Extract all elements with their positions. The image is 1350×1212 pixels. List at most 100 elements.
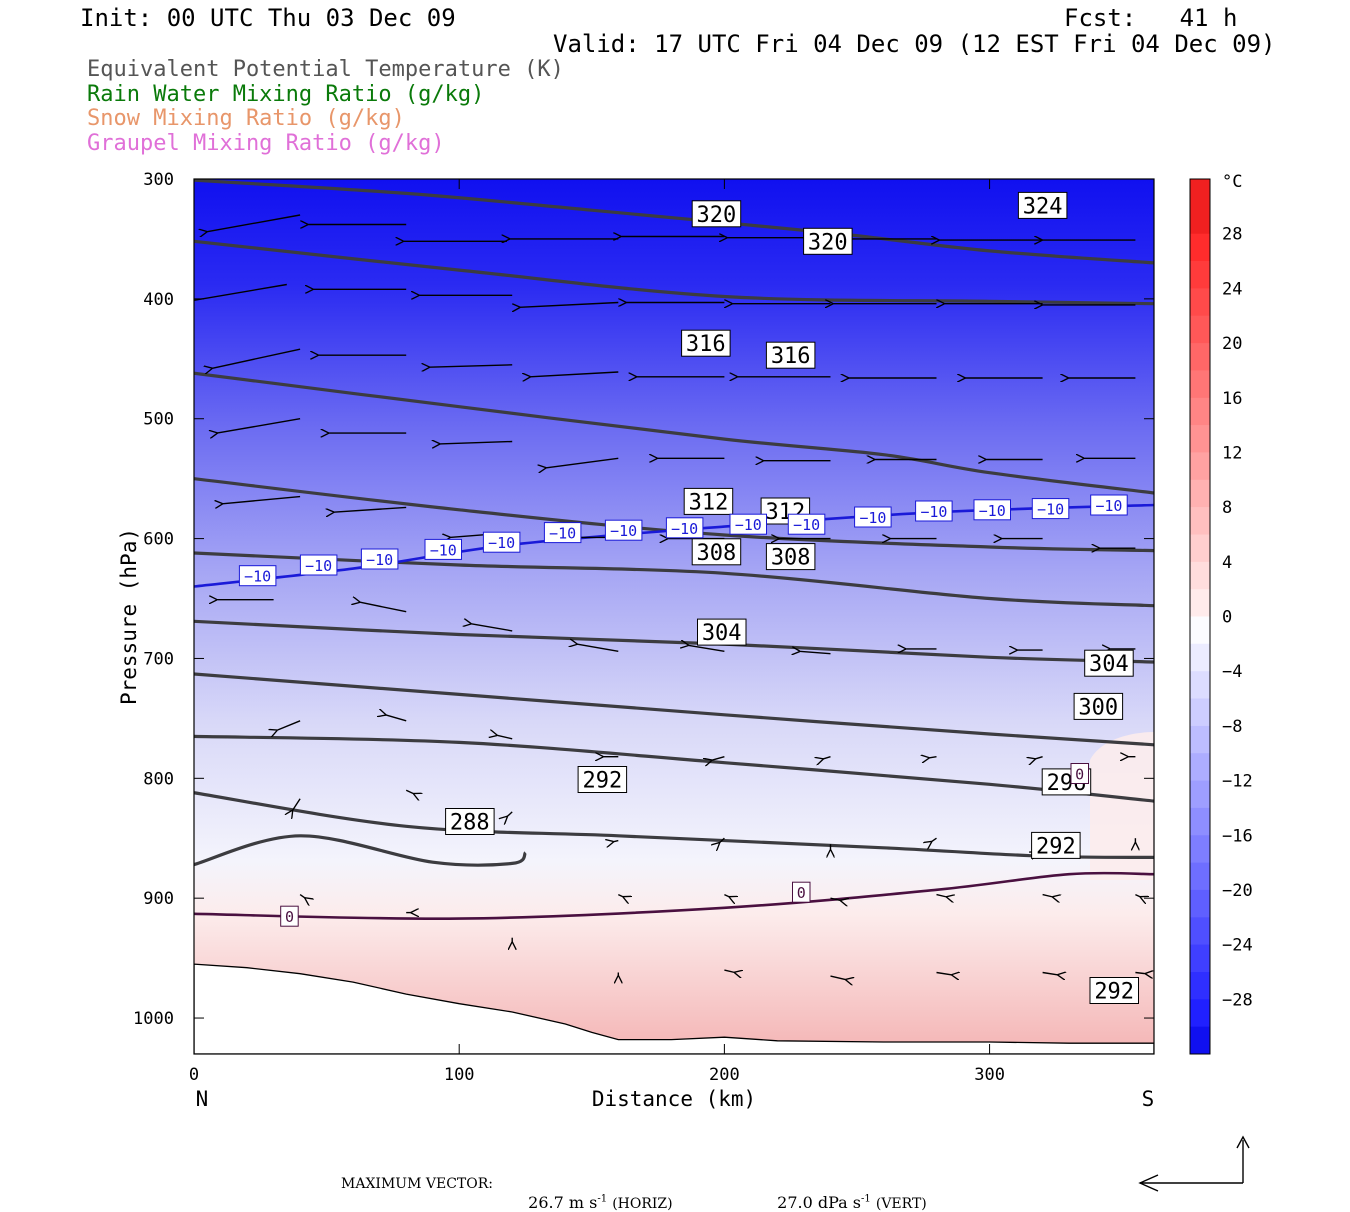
colorbar-band xyxy=(1190,425,1210,453)
colorbar-band xyxy=(1190,944,1210,973)
contour-label-box xyxy=(681,329,731,357)
colorbar-tick-label: 8 xyxy=(1222,498,1232,518)
wind-vector xyxy=(1042,973,1059,975)
colorbar-tick-label: −28 xyxy=(1222,990,1253,1010)
colorbar-tick-label: 12 xyxy=(1222,443,1242,463)
y-tick-label: 300 xyxy=(143,170,174,190)
y-tick-label: 800 xyxy=(143,769,174,789)
wind-vector xyxy=(333,506,407,512)
y-tick-label: 900 xyxy=(143,889,174,909)
wind-vector xyxy=(688,645,725,652)
temperature-label: −10 xyxy=(1037,501,1064,519)
contour-label-box xyxy=(683,487,734,515)
colorbar-tick-label: 16 xyxy=(1222,389,1242,409)
wind-vector xyxy=(1042,893,1053,897)
temperature-label-box xyxy=(424,538,462,560)
temperature-label-box xyxy=(1070,763,1089,784)
contour-label: 300 xyxy=(1078,695,1118,720)
max-vector-horiz: 26.7 m s-1 (HORIZ) xyxy=(518,1174,673,1212)
theta-e-contour-316 xyxy=(194,371,1154,495)
contour-label-box xyxy=(1017,191,1068,219)
colorbar-band xyxy=(1190,534,1210,563)
wind-vector xyxy=(936,973,953,975)
colorbar-frame xyxy=(1189,178,1211,1055)
temperature-label: −10 xyxy=(488,534,515,552)
wind-vector xyxy=(385,715,407,722)
temperature-label-box xyxy=(973,499,1011,521)
colorbar-band xyxy=(1190,452,1210,481)
colorbar-tick-label: −20 xyxy=(1222,881,1253,901)
contour-label-box xyxy=(697,618,747,646)
colorbar-tick-label: −12 xyxy=(1222,772,1253,792)
colorbar-band xyxy=(1190,807,1210,836)
colorbar-band xyxy=(1190,233,1210,262)
x-end-label: S xyxy=(1142,1087,1155,1111)
wind-vector xyxy=(1135,973,1145,974)
contour-label: 316 xyxy=(771,344,811,369)
temperature-label-box xyxy=(915,500,953,522)
temperature-contour-0 xyxy=(194,871,1154,921)
x-axis-title: Distance (km) xyxy=(592,1087,756,1111)
wind-vector xyxy=(520,301,619,308)
contour-label: 308 xyxy=(771,546,811,571)
wind-vector xyxy=(830,897,841,900)
colorbar-tick-label: 4 xyxy=(1222,553,1232,573)
colorbar-band xyxy=(1190,1026,1210,1055)
contour-label-box xyxy=(1073,692,1124,720)
colorbar-tick-label: 20 xyxy=(1222,334,1242,354)
temperature-label: −10 xyxy=(1095,497,1122,515)
colorbar-tick-label: 24 xyxy=(1222,279,1242,299)
theta-e-contour-300 xyxy=(194,672,1154,747)
horiz-unit: (HORIZ) xyxy=(612,1196,673,1212)
contour-label-box xyxy=(1084,649,1134,677)
valid-time: Valid: 17 UTC Fri 04 Dec 09 (12 EST Fri … xyxy=(553,30,1276,58)
temperature-label: −10 xyxy=(610,522,637,540)
wind-vector xyxy=(613,841,619,842)
contour-label-box xyxy=(691,200,742,228)
temperature-label-box xyxy=(482,531,521,553)
colorbar-band xyxy=(1190,589,1210,617)
colorbar-unit: °C xyxy=(1222,172,1242,192)
vert-value: 27.0 dPa s xyxy=(777,1193,862,1212)
x-tick-label: 200 xyxy=(709,1065,740,1085)
wind-vector xyxy=(222,495,301,504)
colorbar-band xyxy=(1190,370,1210,399)
theta-e-contour-312 xyxy=(194,477,1154,553)
wind-vector xyxy=(577,644,619,652)
y-tick-label: 1000 xyxy=(133,1009,174,1029)
contour-label-box xyxy=(577,766,628,793)
temperature-label: −10 xyxy=(859,509,886,527)
wind-vector xyxy=(497,735,513,740)
temperature-label-box xyxy=(792,881,811,903)
wind-vector xyxy=(823,756,831,759)
temperature-label: 0 xyxy=(285,908,294,926)
temperature-label: −10 xyxy=(244,568,271,586)
colorbar-band xyxy=(1190,616,1210,645)
temperature-label-box xyxy=(665,517,704,539)
y-axis-title: Pressure (hPa) xyxy=(117,528,141,705)
init-time: Init: 00 UTC Thu 03 Dec 09 xyxy=(80,4,456,32)
max-vector-label: MAXIMUM VECTOR: xyxy=(341,1176,493,1192)
temperature-label-box xyxy=(238,565,277,587)
theta-e-contour-288 xyxy=(194,834,527,867)
colorbar-tick-label: 28 xyxy=(1222,225,1242,245)
horiz-value: 26.7 m s xyxy=(528,1193,598,1212)
temperature-label: 0 xyxy=(1075,766,1084,784)
y-tick-label: 600 xyxy=(143,530,174,550)
y-tick-label: 500 xyxy=(143,410,174,430)
temperature-label: −10 xyxy=(366,551,393,569)
colorbar-band xyxy=(1190,972,1210,1000)
temperature-label-box xyxy=(787,513,826,535)
contour-label-box xyxy=(765,341,816,369)
wind-vector xyxy=(207,214,301,232)
temperature-label: −10 xyxy=(979,502,1006,520)
contour-label-box xyxy=(691,538,742,566)
wind-vector xyxy=(507,811,513,817)
wind-vector xyxy=(194,283,287,301)
contour-label: 292 xyxy=(1094,980,1134,1005)
temperature-label: −10 xyxy=(920,503,947,521)
wind-vector xyxy=(277,720,301,731)
colorbar-band xyxy=(1190,753,1210,781)
temperature-label: −10 xyxy=(793,516,820,534)
theta-e-contour-320 xyxy=(194,239,1154,306)
